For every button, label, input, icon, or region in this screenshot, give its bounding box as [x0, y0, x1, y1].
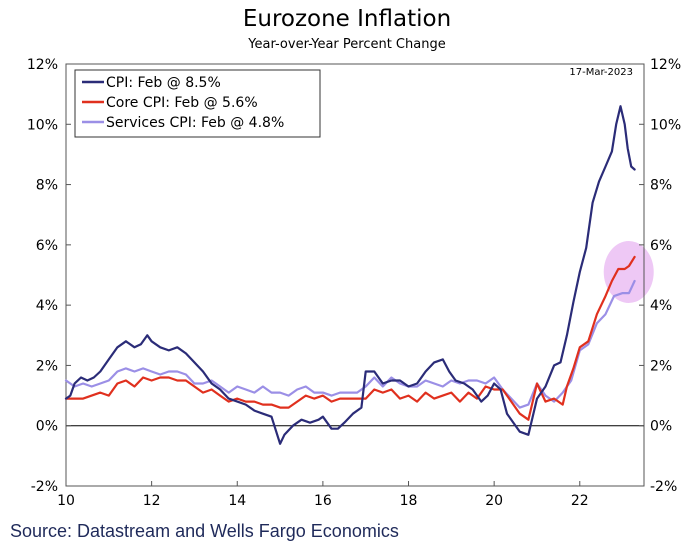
x-tick-label: 18: [400, 493, 418, 509]
plot-frame: [65, 63, 645, 487]
x-tick-label: 12: [143, 493, 161, 509]
highlight-ellipse: [603, 240, 654, 303]
y-tick-label-right: 0%: [650, 419, 672, 435]
date-stamp: 17-Mar-2023: [569, 67, 633, 78]
x-axis-ticks: 10 12 14 16 18 20 22: [57, 481, 589, 509]
y-tick-label-right: 2%: [650, 358, 672, 374]
y-tick-label-right: 4%: [650, 298, 672, 314]
series-line-services: [64, 279, 636, 409]
y-tick-label-right: -2%: [650, 479, 677, 495]
legend-label-core: Core CPI: Feb @ 5.6%: [106, 95, 258, 111]
y-tick-label-right: 10%: [650, 117, 681, 133]
y-tick-label-left: 10%: [27, 117, 58, 133]
y-tick-label-right: 6%: [650, 238, 672, 254]
legend-label-cpi: CPI: Feb @ 8.5%: [106, 75, 221, 91]
source-note: Source: Datastream and Wells Fargo Econo…: [10, 521, 399, 541]
y-tick-label-left: 2%: [36, 358, 58, 374]
y-axis-ticks: -2% -2% 0% 0% 2% 2% 4% 4% 6% 6% 8% 8% 10% 10% 12% 12%: [27, 57, 681, 495]
x-tick-label: 22: [571, 493, 589, 509]
series-line-cpi: [64, 105, 636, 445]
y-tick-label-left: 0%: [36, 419, 58, 435]
x-tick-label: 20: [485, 493, 503, 509]
y-tick-label-left: 8%: [36, 178, 58, 194]
y-tick-label-left: 4%: [36, 298, 58, 314]
y-tick-label-right: 12%: [650, 57, 681, 73]
highlight-layer: [603, 240, 654, 303]
legend-box: [74, 69, 321, 138]
chart-subtitle: Year-over-Year Percent Change: [248, 37, 446, 52]
series-line-core: [64, 255, 636, 421]
plot-border: [65, 63, 645, 487]
y-tick-label-left: 12%: [27, 57, 58, 73]
legend: CPI: Feb @ 8.5% Core CPI: Feb @ 5.6% Servi…: [74, 69, 321, 138]
legend-label-services: Services CPI: Feb @ 4.8%: [106, 115, 284, 131]
x-tick-label: 10: [57, 493, 75, 509]
y-tick-label-left: 6%: [36, 238, 58, 254]
x-tick-label: 16: [314, 493, 332, 509]
legend-items: CPI: Feb @ 8.5% Core CPI: Feb @ 5.6% Servi…: [82, 75, 284, 131]
chart-title: Eurozone Inflation: [242, 6, 452, 32]
y-tick-label-right: 8%: [650, 178, 672, 194]
series-layer: [64, 105, 636, 445]
x-tick-label: 14: [228, 493, 246, 509]
y-tick-label-left: -2%: [31, 479, 58, 495]
